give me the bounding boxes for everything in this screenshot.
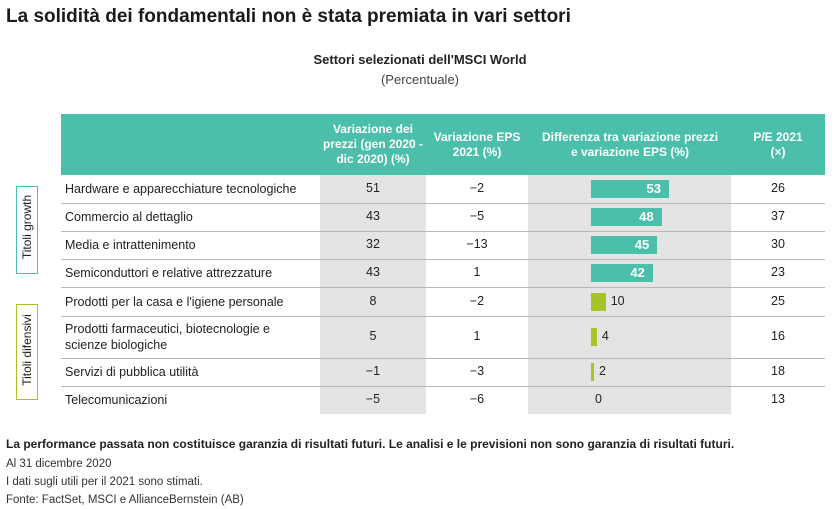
row-sector-label: Servizi di pubblica utilità xyxy=(65,365,199,379)
difference-bar xyxy=(591,328,597,346)
difference-bar xyxy=(591,208,662,226)
pe-cell: 13 xyxy=(771,392,785,406)
pe-cell: 23 xyxy=(771,265,785,279)
footnote-estimates: I dati sugli utili per il 2021 sono stim… xyxy=(6,476,203,488)
eps-change-cell: −2 xyxy=(469,293,485,308)
price-change-cell: 43 xyxy=(366,265,380,279)
pe-cell: 37 xyxy=(771,209,785,223)
row-divider xyxy=(61,287,825,288)
footnote-date: Al 31 dicembre 2020 xyxy=(6,458,112,470)
difference-value-label: 0 xyxy=(595,392,602,406)
difference-value-label: 2 xyxy=(598,364,606,378)
eps-change-cell: 1 xyxy=(473,329,481,343)
row-divider xyxy=(61,316,825,317)
price-column-shade xyxy=(320,175,426,414)
row-sector-label: Media e intrattenimento xyxy=(65,238,196,252)
row-sector-label: Semiconduttori e relative attrezzature xyxy=(65,266,273,280)
pe-cell: 18 xyxy=(771,364,785,378)
price-change-cell: 51 xyxy=(366,181,380,195)
difference-bar xyxy=(591,292,606,311)
row-sector-label: Prodotti per la casa e l'igiene personal… xyxy=(65,294,284,309)
pe-cell: 26 xyxy=(771,181,785,195)
group-defensive-label: Titoli difensivi xyxy=(20,314,34,386)
row-divider xyxy=(61,358,825,359)
chart-subtitle: Settori selezionati dell'MSCI World xyxy=(313,52,527,67)
chart-units: (Percentuale) xyxy=(380,72,460,87)
difference-value-label: 48 xyxy=(639,209,654,224)
price-change-cell: 43 xyxy=(366,209,380,223)
group-growth-label: Titoli growth xyxy=(20,194,34,260)
difference-value-label: 10 xyxy=(610,293,625,308)
eps-change-cell: −5 xyxy=(469,209,485,223)
price-change-cell: −5 xyxy=(365,392,381,406)
header-price-change: Variazione dei prezzi (gen 2020 - dic 20… xyxy=(322,122,424,166)
difference-bar xyxy=(591,363,594,381)
price-change-cell: 5 xyxy=(369,329,377,343)
price-change-cell: 8 xyxy=(369,293,377,308)
pe-cell: 30 xyxy=(771,237,785,251)
row-sector-label: Telecomunicazioni xyxy=(65,393,168,407)
price-change-cell: 32 xyxy=(366,237,380,251)
difference-value-label: 45 xyxy=(634,237,650,252)
row-divider xyxy=(61,231,825,232)
eps-change-cell: −13 xyxy=(466,237,488,251)
row-divider xyxy=(61,203,825,204)
row-sector-label: Hardware e apparecchiature tecnologiche xyxy=(65,182,297,196)
pe-cell: 16 xyxy=(771,329,785,343)
group-defensive-box xyxy=(16,304,38,400)
eps-change-cell: 1 xyxy=(473,265,481,279)
footnote-source: Fonte: FactSet, MSCI e AllianceBernstein… xyxy=(6,494,244,506)
difference-value-label: 4 xyxy=(601,329,609,343)
header-eps-change: Variazione EPS 2021 (%) xyxy=(433,129,521,159)
difference-value-label: 42 xyxy=(630,265,645,280)
group-growth-box xyxy=(16,186,38,274)
row-sector-label: Prodotti farmaceutici, biotecnologie e s… xyxy=(65,322,270,352)
row-divider xyxy=(61,386,825,387)
difference-bar xyxy=(591,180,669,198)
table-header xyxy=(61,114,825,175)
header-pe: P/E 2021 (×) xyxy=(753,129,803,159)
footnote-disclaimer: La performance passata non costituisce g… xyxy=(6,437,735,451)
header-difference: Differenza tra variazione prezzi e varia… xyxy=(541,129,719,159)
price-change-cell: −1 xyxy=(365,364,381,378)
difference-value-label: 53 xyxy=(646,181,661,196)
eps-change-cell: −6 xyxy=(469,392,485,406)
difference-bar xyxy=(591,264,653,282)
eps-change-cell: −3 xyxy=(469,364,485,378)
difference-bar xyxy=(591,236,658,254)
pe-cell: 25 xyxy=(771,293,785,308)
eps-change-cell: −2 xyxy=(469,181,485,195)
row-divider xyxy=(61,259,825,260)
page-title: La solidità dei fondamentali non è stata… xyxy=(6,6,571,27)
row-sector-label: Commercio al dettaglio xyxy=(65,210,193,224)
